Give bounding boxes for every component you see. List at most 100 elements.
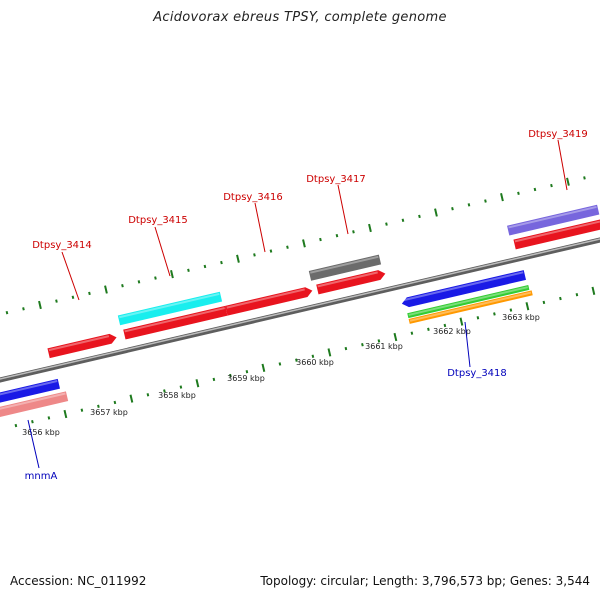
lower-tick — [80, 408, 84, 412]
lower-tick — [327, 348, 332, 357]
upper-tick — [401, 218, 405, 222]
kbp-3663-label: 3663 kbp — [502, 313, 540, 322]
gene-Dtpsy_3416-shine — [226, 288, 305, 309]
kbp-3658-label: 3658 kbp — [158, 391, 196, 400]
leader-line-Dtpsy_3414 — [61, 251, 80, 301]
upper-tick — [451, 207, 454, 211]
gene-label-mnmA[interactable]: mnmA — [25, 471, 58, 482]
lower-tick — [509, 308, 513, 312]
upper-tick — [368, 223, 372, 233]
upper-tick — [22, 307, 25, 311]
gene-label-Dtpsy_3414[interactable]: Dtpsy_3414 — [32, 240, 92, 251]
lower-tick — [542, 300, 546, 305]
lower-tick — [525, 302, 530, 311]
upper-tick — [154, 276, 157, 280]
gene-mnmA-annotation-body — [0, 391, 69, 417]
gene-Dtpsy_3415-annotation-body — [117, 291, 223, 326]
gene-Dtpsy_3419 — [513, 219, 600, 250]
upper-tick — [5, 310, 9, 315]
lower-tick — [47, 416, 51, 420]
lower-tick — [195, 379, 200, 388]
gene-Dtpsy_3417-shine — [317, 271, 378, 288]
upper-tick — [170, 270, 174, 279]
lower-tick — [31, 420, 34, 424]
kbp-3657-label: 3657 kbp — [90, 408, 128, 417]
lower-tick — [493, 312, 496, 316]
upper-tick — [236, 254, 240, 263]
lower-tick — [229, 373, 232, 378]
lower-tick — [278, 362, 282, 366]
gene-Dtpsy_3419-annotation-shine — [508, 205, 597, 229]
gene-Dtpsy_3418-body — [401, 270, 526, 308]
genome-summary-text: Topology: circular; Length: 3,796,573 bp… — [260, 574, 590, 588]
gene-mnmA — [0, 378, 60, 403]
upper-tick — [55, 299, 58, 303]
leader-line-Dtpsy_3416 — [254, 202, 266, 253]
lower-tick — [476, 316, 480, 320]
gene-Dtpsy_3417-annotation — [308, 254, 382, 281]
upper-tick — [121, 284, 124, 288]
upper-tick — [467, 203, 471, 207]
gene-mnmA-annotation-shine — [0, 392, 66, 410]
gene-Dtpsy_3415-annotation — [117, 291, 223, 326]
upper-tick — [38, 300, 42, 310]
upper-tick — [583, 176, 586, 180]
upper-tick — [484, 199, 487, 203]
gene-Dtpsy_3418-annotation-orange-shine — [409, 291, 532, 322]
gene-label-Dtpsy_3416[interactable]: Dtpsy_3416 — [223, 192, 283, 203]
gene-Dtpsy_3417-annotation-body — [308, 254, 382, 281]
kbp-3660-label: 3660 kbp — [296, 358, 334, 367]
gene-Dtpsy_3415 — [123, 305, 228, 340]
upper-tick — [187, 268, 190, 272]
lower-tick — [63, 409, 68, 419]
gene-Dtpsy_3418-annotation-green — [407, 284, 530, 319]
gene-features — [0, 204, 600, 417]
gene-Dtpsy_3418-annotation-orange-body — [408, 290, 533, 324]
gene-mnmA-body — [0, 378, 60, 403]
kbp-3661-label: 3661 kbp — [365, 342, 403, 351]
gene-Dtpsy_3418-shine — [401, 271, 524, 302]
gene-Dtpsy_3418 — [401, 270, 526, 308]
upper-tick — [434, 208, 438, 217]
gene-Dtpsy_3417-body — [316, 270, 386, 295]
upper-tick — [137, 280, 141, 284]
upper-tick — [302, 239, 306, 248]
gene-Dtpsy_3415-body — [123, 305, 228, 340]
genome-backbone-highlight — [0, 238, 600, 380]
lower-tick — [344, 346, 348, 351]
lower-tick — [14, 423, 18, 428]
gene-Dtpsy_3416-body — [225, 287, 313, 316]
lower-tick — [113, 400, 117, 405]
gene-label-Dtpsy_3419[interactable]: Dtpsy_3419 — [528, 129, 588, 140]
lower-tick — [361, 343, 364, 347]
gene-label-Dtpsy_3415[interactable]: Dtpsy_3415 — [128, 215, 188, 226]
upper-tick — [566, 177, 570, 186]
upper-tick — [220, 260, 223, 265]
gene-Dtpsy_3417-annotation-shine — [310, 255, 379, 274]
gene-Dtpsy_3415-shine — [124, 307, 225, 333]
leader-line-Dtpsy_3417 — [337, 184, 349, 235]
gene-Dtpsy_3417 — [316, 270, 386, 295]
gene-Dtpsy_3418-annotation-green-shine — [408, 286, 528, 316]
gene-Dtpsy_3418-annotation-orange — [408, 290, 533, 324]
gene-Dtpsy_3414-body — [47, 333, 117, 359]
lower-tick — [393, 332, 398, 342]
lower-tick — [591, 286, 596, 295]
lower-tick — [163, 389, 166, 393]
gene-label-Dtpsy_3417[interactable]: Dtpsy_3417 — [306, 174, 366, 185]
gene-Dtpsy_3416 — [225, 287, 313, 316]
upper-tick — [269, 249, 273, 253]
leader-line-Dtpsy_3419 — [557, 139, 568, 191]
gene-label-Dtpsy_3418[interactable]: Dtpsy_3418 — [447, 368, 507, 379]
kbp-3662-label: 3662 kbp — [433, 327, 471, 336]
leader-line-mnmA — [27, 419, 40, 469]
lower-tick — [427, 327, 430, 332]
upper-tick — [500, 193, 504, 202]
leader-line-Dtpsy_3415 — [154, 226, 171, 277]
lower-tick — [261, 363, 266, 372]
lower-tick — [459, 317, 464, 326]
lower-tick — [443, 323, 447, 328]
accession-text: Accession: NC_011992 — [10, 574, 147, 588]
lower-tick — [97, 404, 100, 409]
